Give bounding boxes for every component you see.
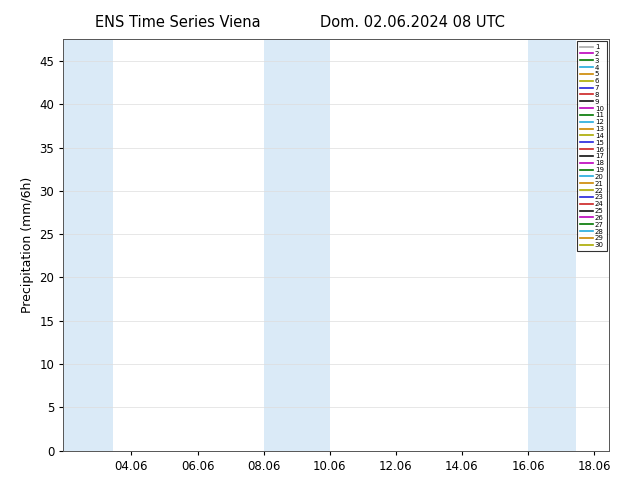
Text: ENS Time Series Viena: ENS Time Series Viena	[94, 15, 261, 30]
Y-axis label: Precipitation (mm/6h): Precipitation (mm/6h)	[21, 177, 34, 313]
Bar	[63, 39, 113, 451]
Legend: 1, 2, 3, 4, 5, 6, 7, 8, 9, 10, 11, 12, 13, 14, 15, 16, 17, 18, 19, 20, 21, 22, 2: 1, 2, 3, 4, 5, 6, 7, 8, 9, 10, 11, 12, 1…	[578, 41, 607, 251]
Text: Dom. 02.06.2024 08 UTC: Dom. 02.06.2024 08 UTC	[320, 15, 505, 30]
Bar	[264, 39, 330, 451]
Bar	[528, 39, 576, 451]
